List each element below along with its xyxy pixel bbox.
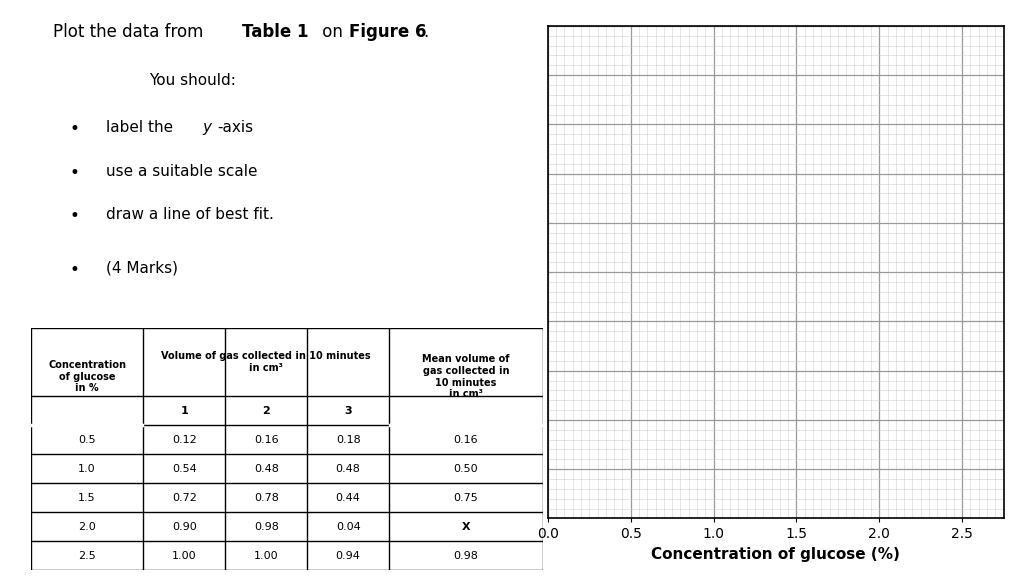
Text: 0.5: 0.5	[78, 435, 96, 445]
Text: Volume of gas collected in 10 minutes
in cm³: Volume of gas collected in 10 minutes in…	[162, 351, 371, 373]
Text: on: on	[316, 24, 348, 41]
Text: Figure 6: Figure 6	[349, 24, 426, 41]
Text: 0.04: 0.04	[336, 522, 360, 532]
Text: 0.94: 0.94	[336, 551, 360, 560]
Text: 2.0: 2.0	[78, 522, 96, 532]
Text: X: X	[462, 522, 470, 532]
Text: 0.98: 0.98	[254, 522, 279, 532]
Text: 0.75: 0.75	[454, 492, 478, 503]
Text: draw a line of best fit.: draw a line of best fit.	[106, 207, 274, 222]
Text: 2: 2	[262, 406, 270, 415]
Text: .: .	[423, 24, 429, 41]
Text: 0.90: 0.90	[172, 522, 197, 532]
Text: 0.54: 0.54	[172, 464, 197, 473]
Text: 0.72: 0.72	[172, 492, 197, 503]
Text: Table 1: Table 1	[243, 24, 309, 41]
Text: 0.12: 0.12	[172, 435, 197, 445]
Text: 1.00: 1.00	[172, 551, 197, 560]
Text: Plot the data from: Plot the data from	[53, 24, 209, 41]
Text: y: y	[203, 120, 211, 135]
Text: Concentration
of glucose
in %: Concentration of glucose in %	[48, 360, 126, 393]
X-axis label: Concentration of glucose (%): Concentration of glucose (%)	[651, 547, 900, 562]
Text: 0.78: 0.78	[254, 492, 279, 503]
Text: You should:: You should:	[150, 74, 236, 89]
Text: 0.98: 0.98	[454, 551, 478, 560]
Text: label the: label the	[106, 120, 178, 135]
Text: 1.00: 1.00	[254, 551, 279, 560]
Text: •: •	[70, 207, 79, 225]
Text: 1: 1	[180, 406, 188, 415]
Text: 3: 3	[344, 406, 352, 415]
Text: 0.16: 0.16	[254, 435, 279, 445]
Text: 0.16: 0.16	[454, 435, 478, 445]
Text: 0.18: 0.18	[336, 435, 360, 445]
Text: 1.5: 1.5	[78, 492, 96, 503]
Text: 1.0: 1.0	[78, 464, 96, 473]
Text: 0.44: 0.44	[336, 492, 360, 503]
Text: use a suitable scale: use a suitable scale	[106, 164, 258, 179]
Text: 0.50: 0.50	[454, 464, 478, 473]
Text: •: •	[70, 120, 79, 138]
Text: •: •	[70, 260, 79, 279]
Text: •: •	[70, 164, 79, 181]
Text: (4 Marks): (4 Marks)	[106, 260, 178, 275]
Text: 2.5: 2.5	[78, 551, 96, 560]
Text: -axis: -axis	[217, 120, 253, 135]
Text: Mean volume of
gas collected in
10 minutes
in cm³: Mean volume of gas collected in 10 minut…	[422, 354, 510, 399]
Text: 0.48: 0.48	[336, 464, 360, 473]
Text: 0.48: 0.48	[254, 464, 279, 473]
